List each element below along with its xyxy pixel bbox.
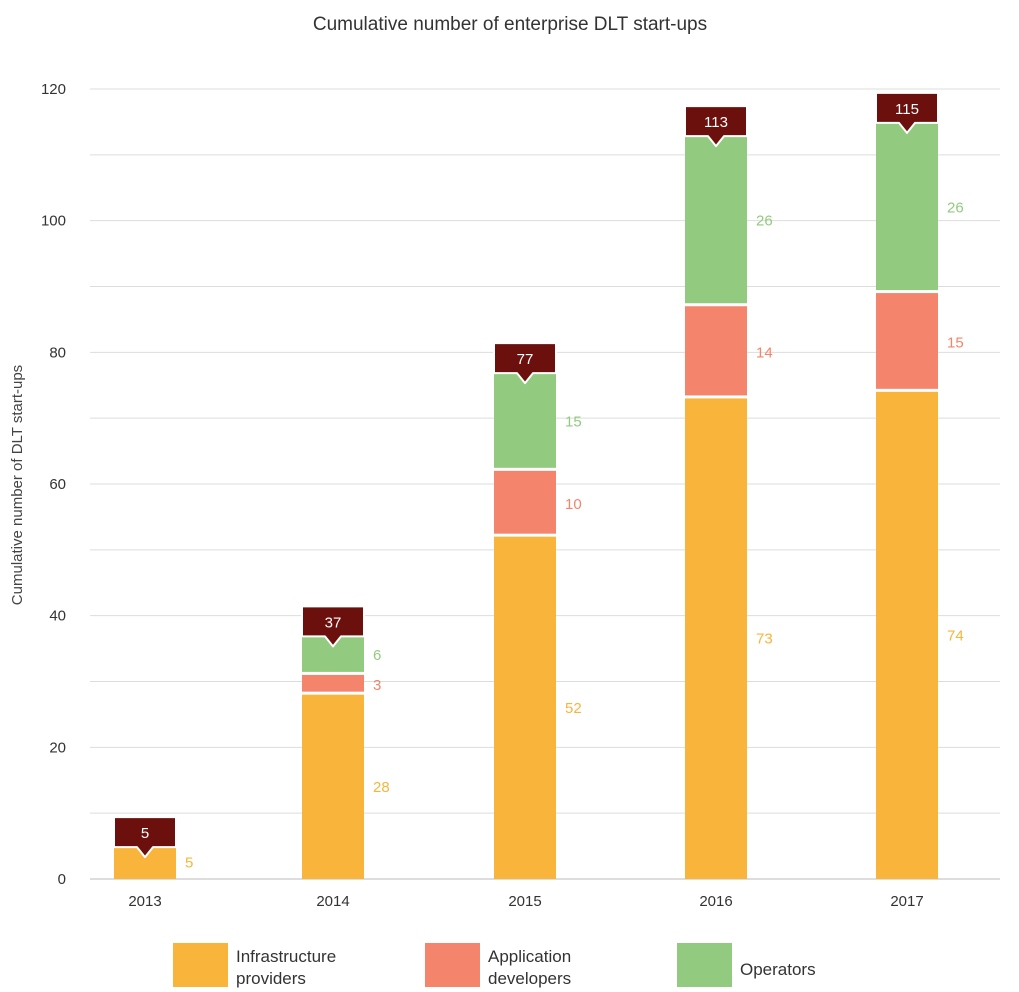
data-label-2015-series-1: 10 (565, 496, 582, 513)
legend-label-series-2: Operators (740, 960, 816, 979)
x-tick-label-2017: 2017 (890, 893, 923, 910)
x-tick-label-2013: 2013 (128, 893, 161, 910)
data-label-2016-series-2: 26 (756, 213, 773, 230)
data-label-2016-series-1: 14 (756, 344, 773, 361)
bar-2014-series-0 (302, 694, 364, 879)
bar-2017-series-0 (876, 391, 938, 879)
data-label-2015-series-2: 15 (565, 413, 582, 430)
bar-2015-series-2 (494, 372, 556, 468)
bars: 5 5 28 3 6 37 52 10 15 77 73 14 26 113 74 15 26 115 (113, 91, 964, 879)
chart-title: Cumulative number of enterprise DLT star… (313, 14, 707, 35)
total-callout-2014 (301, 605, 365, 648)
bar-2016-series-1 (685, 306, 747, 396)
x-tick-label-2014: 2014 (316, 893, 349, 910)
total-label-2017: 115 (895, 101, 919, 118)
bar-2015-series-0 (494, 536, 556, 879)
total-label-2015: 77 (517, 351, 534, 368)
data-label-2015-series-0: 52 (565, 700, 582, 717)
legend-label-series-1-line-0: Application (488, 947, 571, 966)
legend: Infrastructure providers Application develo… (173, 943, 816, 988)
total-callout-2013 (113, 816, 177, 859)
y-tick-label-80: 80 (49, 344, 66, 361)
y-tick-label-60: 60 (49, 476, 66, 493)
y-axis-ticks: 0 20 40 60 80 100 120 (41, 81, 66, 888)
legend-label-series-0-line-0: Infrastructure (236, 947, 336, 966)
y-tick-label-40: 40 (49, 608, 66, 625)
x-tick-label-2016: 2016 (699, 893, 732, 910)
data-label-2014-series-2: 6 (373, 647, 381, 664)
y-tick-label-20: 20 (49, 739, 66, 756)
bar-2016-series-0 (685, 398, 747, 879)
bar-2016-series-2 (685, 135, 747, 304)
data-label-2014-series-1: 3 (373, 677, 381, 694)
y-tick-label-100: 100 (41, 213, 66, 230)
legend-swatch-series-1 (425, 943, 480, 987)
legend-label-series-0-line-1: providers (236, 969, 306, 988)
bar-2015-series-1 (494, 470, 556, 534)
y-tick-label-0: 0 (58, 871, 66, 888)
x-axis-ticks: 2013 2014 2015 2016 2017 (128, 893, 923, 910)
data-label-2017-series-2: 26 (947, 200, 964, 217)
legend-swatch-series-0 (173, 943, 228, 987)
data-label-2013-series-0: 5 (185, 855, 193, 872)
bar-2014-series-1 (302, 674, 364, 692)
total-callout-2016 (684, 105, 748, 148)
total-label-2016: 113 (704, 114, 728, 131)
total-callout-2017 (875, 91, 939, 134)
legend-label-series-1-line-1: developers (488, 969, 571, 988)
data-label-2016-series-0: 73 (756, 631, 773, 648)
y-axis-label: Cumulative number of DLT start-ups (9, 365, 26, 605)
legend-swatch-series-2 (677, 943, 732, 987)
bar-2017-series-1 (876, 293, 938, 389)
y-tick-label-120: 120 (41, 81, 66, 98)
x-tick-label-2015: 2015 (508, 893, 541, 910)
data-label-2017-series-1: 15 (947, 334, 964, 351)
total-label-2014: 37 (325, 614, 342, 631)
data-label-2014-series-0: 28 (373, 779, 390, 796)
data-label-2017-series-0: 74 (947, 627, 964, 644)
total-callout-2015 (493, 342, 557, 385)
total-label-2013: 5 (141, 825, 149, 842)
bar-2017-series-2 (876, 121, 938, 291)
